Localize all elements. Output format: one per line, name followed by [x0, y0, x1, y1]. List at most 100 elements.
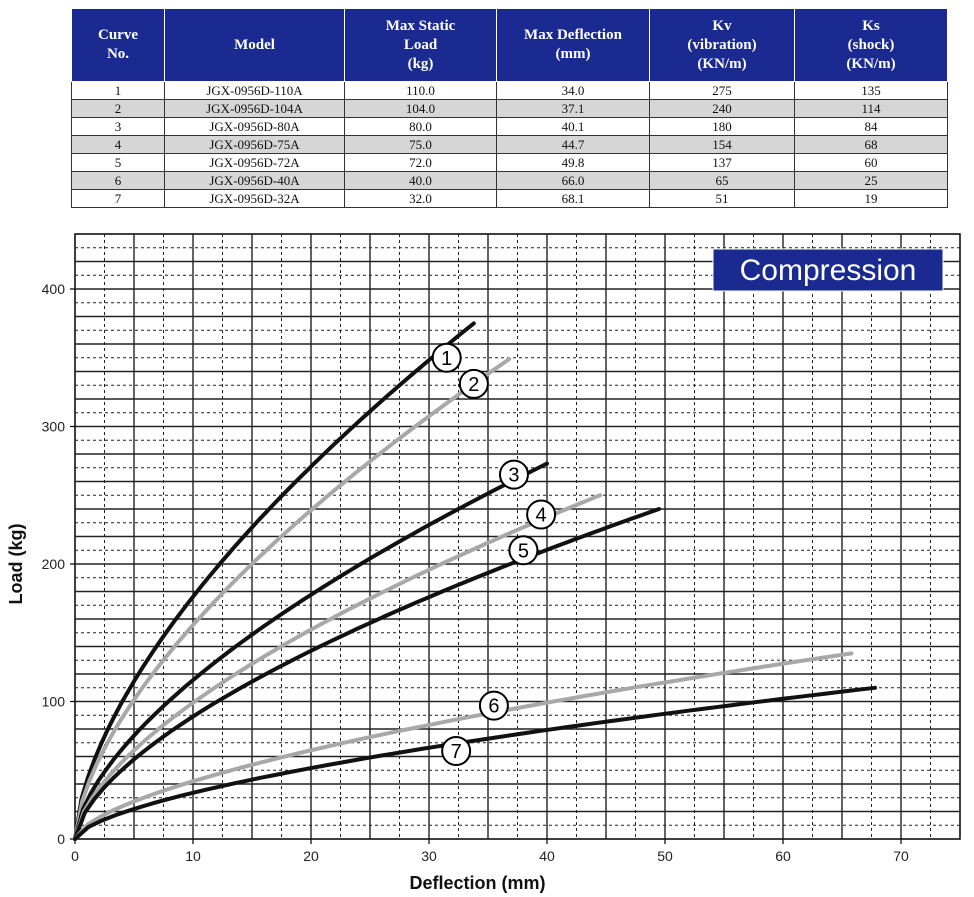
cell-curve-no: 7	[71, 189, 165, 208]
x-tick-label: 40	[539, 848, 555, 864]
curve-label-circle-4	[526, 499, 557, 530]
chart-axes: 0 10 20 30 40 50 60 70 0 100 200 300 400 Deflection (…	[6, 281, 909, 893]
y-tick-label: 0	[57, 831, 65, 847]
series-line-curve-2	[73, 357, 512, 841]
cell-model: JGX-0956D-72A	[164, 153, 345, 172]
cell-model: JGX-0956D-40A	[164, 171, 345, 190]
cell-curve-no: 2	[71, 99, 165, 118]
cell-kv: 275	[649, 81, 795, 100]
header-model: Model	[164, 8, 345, 82]
cell-max-deflection: 66.0	[496, 171, 650, 190]
curve-label-1: 1	[441, 348, 452, 370]
series-line-curve-1	[73, 321, 476, 841]
cell-model: JGX-0956D-110A	[164, 81, 345, 100]
table-row: 5 JGX-0956D-72A 72.0 49.8 137 60	[71, 153, 948, 172]
cell-max-load: 110.0	[344, 81, 497, 100]
x-tick-label: 60	[775, 848, 791, 864]
x-axis-label: Deflection (mm)	[409, 873, 545, 893]
y-tick-label: 100	[42, 694, 66, 710]
curve-label-5: 5	[518, 540, 529, 562]
header-curve-no: Curve No.	[71, 8, 165, 82]
curve-label-circle-6	[478, 690, 509, 721]
cell-max-deflection: 68.1	[496, 189, 650, 208]
curve-label-circle-2	[458, 368, 489, 399]
cell-kv: 65	[649, 171, 795, 190]
curve-label-2: 2	[468, 374, 479, 396]
series-line-curve-7	[73, 685, 877, 841]
cell-max-deflection: 34.0	[496, 81, 650, 100]
header-ks: Ks (shock) (KN/m)	[794, 8, 948, 82]
x-tick-label: 70	[893, 848, 909, 864]
cell-max-load: 72.0	[344, 153, 497, 172]
cell-kv: 154	[649, 135, 795, 154]
cell-ks: 135	[794, 81, 948, 100]
cell-ks: 19	[794, 189, 948, 208]
y-tick-label: 400	[42, 281, 66, 297]
cell-curve-no: 4	[71, 135, 165, 154]
cell-kv: 51	[649, 189, 795, 208]
curve-labels: 12 345 6 7	[431, 342, 557, 766]
curve-label-circle-7	[441, 736, 472, 766]
cell-model: JGX-0956D-75A	[164, 135, 345, 154]
badge-background	[712, 248, 944, 292]
cell-max-load: 40.0	[344, 171, 497, 190]
series-line-curve-3	[73, 461, 549, 841]
curve-label-circle-3	[498, 459, 529, 490]
cell-ks: 114	[794, 99, 948, 118]
cell-ks: 25	[794, 171, 948, 190]
x-tick-label: 50	[657, 848, 673, 864]
chart-series	[73, 321, 877, 841]
cell-ks: 84	[794, 117, 948, 136]
cell-kv: 180	[649, 117, 795, 136]
table-row: 6 JGX-0956D-40A 40.0 66.0 65 25	[71, 171, 948, 190]
cell-curve-no: 1	[71, 81, 165, 100]
table-header: Curve No. Model Max Static Load (kg) Max…	[71, 8, 948, 82]
cell-ks: 60	[794, 153, 948, 172]
curve-label-3: 3	[508, 465, 519, 487]
cell-max-deflection: 44.7	[496, 135, 650, 154]
cell-max-deflection: 37.1	[496, 99, 650, 118]
cell-ks: 68	[794, 135, 948, 154]
y-axis-label: Load (kg)	[6, 524, 26, 605]
table-row: 3 JGX-0956D-80A 80.0 40.1 180 84	[71, 117, 948, 136]
curve-label-7: 7	[451, 741, 462, 763]
series-line-curve-6	[73, 651, 854, 841]
table-row: 2 JGX-0956D-104A 104.0 37.1 240 114	[71, 99, 948, 118]
x-tick-label: 20	[303, 848, 319, 864]
cell-kv: 240	[649, 99, 795, 118]
cell-curve-no: 6	[71, 171, 165, 190]
cell-max-load: 75.0	[344, 135, 497, 154]
series-line-curve-4	[73, 493, 603, 841]
curve-label-circle-1	[431, 342, 462, 373]
y-tick-label: 300	[42, 419, 66, 435]
header-max-static-load: Max Static Load (kg)	[344, 8, 497, 82]
cell-model: JGX-0956D-104A	[164, 99, 345, 118]
header-kv: Kv (vibration) (KN/m)	[649, 8, 795, 82]
cell-model: JGX-0956D-80A	[164, 117, 345, 136]
curve-label-circle-5	[508, 535, 539, 566]
table-header-row: Curve No. Model Max Static Load (kg) Max…	[71, 8, 948, 82]
header-max-deflection: Max Deflection (mm)	[496, 8, 650, 82]
y-tick-label: 200	[42, 556, 66, 572]
cell-max-load: 32.0	[344, 189, 497, 208]
table-row: 4 JGX-0956D-75A 75.0 44.7 154 68	[71, 135, 948, 154]
spec-table: Curve No. Model Max Static Load (kg) Max…	[71, 8, 948, 208]
cell-kv: 137	[649, 153, 795, 172]
cell-curve-no: 5	[71, 153, 165, 172]
table-row: 7 JGX-0956D-32A 32.0 68.1 51 19	[71, 189, 948, 208]
table-body: 1 JGX-0956D-110A 110.0 34.0 275 135 2 JG…	[71, 81, 948, 208]
x-tick-label: 0	[71, 848, 79, 864]
cell-max-deflection: 49.8	[496, 153, 650, 172]
cell-max-load: 80.0	[344, 117, 497, 136]
compression-badge: Compression	[712, 248, 944, 292]
cell-curve-no: 3	[71, 117, 165, 136]
cell-max-deflection: 40.1	[496, 117, 650, 136]
x-tick-label: 10	[185, 848, 201, 864]
curve-label-4: 4	[536, 505, 547, 527]
cell-max-load: 104.0	[344, 99, 497, 118]
x-tick-label: 30	[421, 848, 437, 864]
load-deflection-chart: 0 10 20 30 40 50 60 70 0 100 200 300 400 Deflection (…	[6, 233, 961, 893]
badge-text: Compression	[740, 254, 917, 287]
cell-model: JGX-0956D-32A	[164, 189, 345, 208]
table-row: 1 JGX-0956D-110A 110.0 34.0 275 135	[71, 81, 948, 100]
